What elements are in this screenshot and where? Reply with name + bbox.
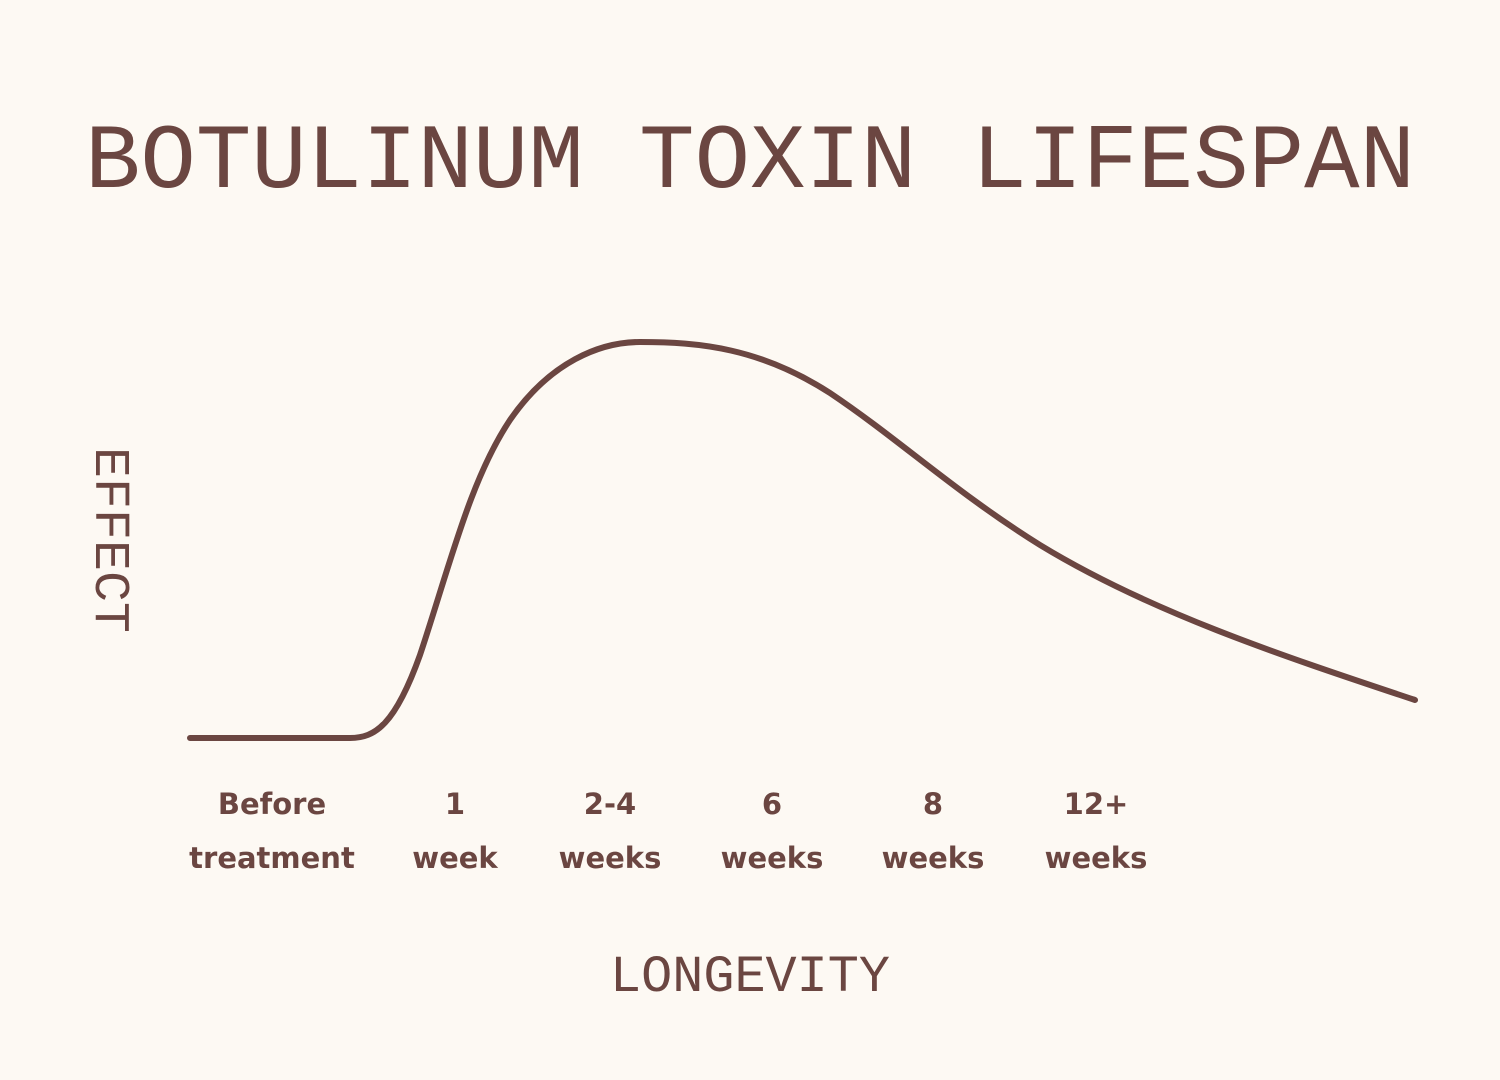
x-label: Before	[218, 787, 326, 821]
x-label: weeks	[559, 841, 662, 875]
x-label: 12+	[1064, 787, 1129, 821]
x-label: 2-4	[584, 787, 636, 821]
y-axis-label: EFFECT	[80, 447, 137, 633]
x-label: 8	[923, 787, 943, 821]
x-label: weeks	[1045, 841, 1148, 875]
x-label: weeks	[882, 841, 985, 875]
x-labels: Before treatment 1 week 2-4 weeks 6 weeks 8 weeks…	[189, 787, 1147, 875]
x-label: 6	[762, 787, 782, 821]
effect-curve	[187, 339, 1418, 741]
x-label: 1	[445, 787, 465, 821]
x-label: treatment	[189, 841, 355, 875]
x-label: week	[412, 841, 498, 875]
x-axis-label: LONGEVITY	[610, 948, 890, 1007]
x-label: weeks	[721, 841, 824, 875]
title: BOTULINUM TOXIN LIFESPAN	[85, 110, 1415, 215]
